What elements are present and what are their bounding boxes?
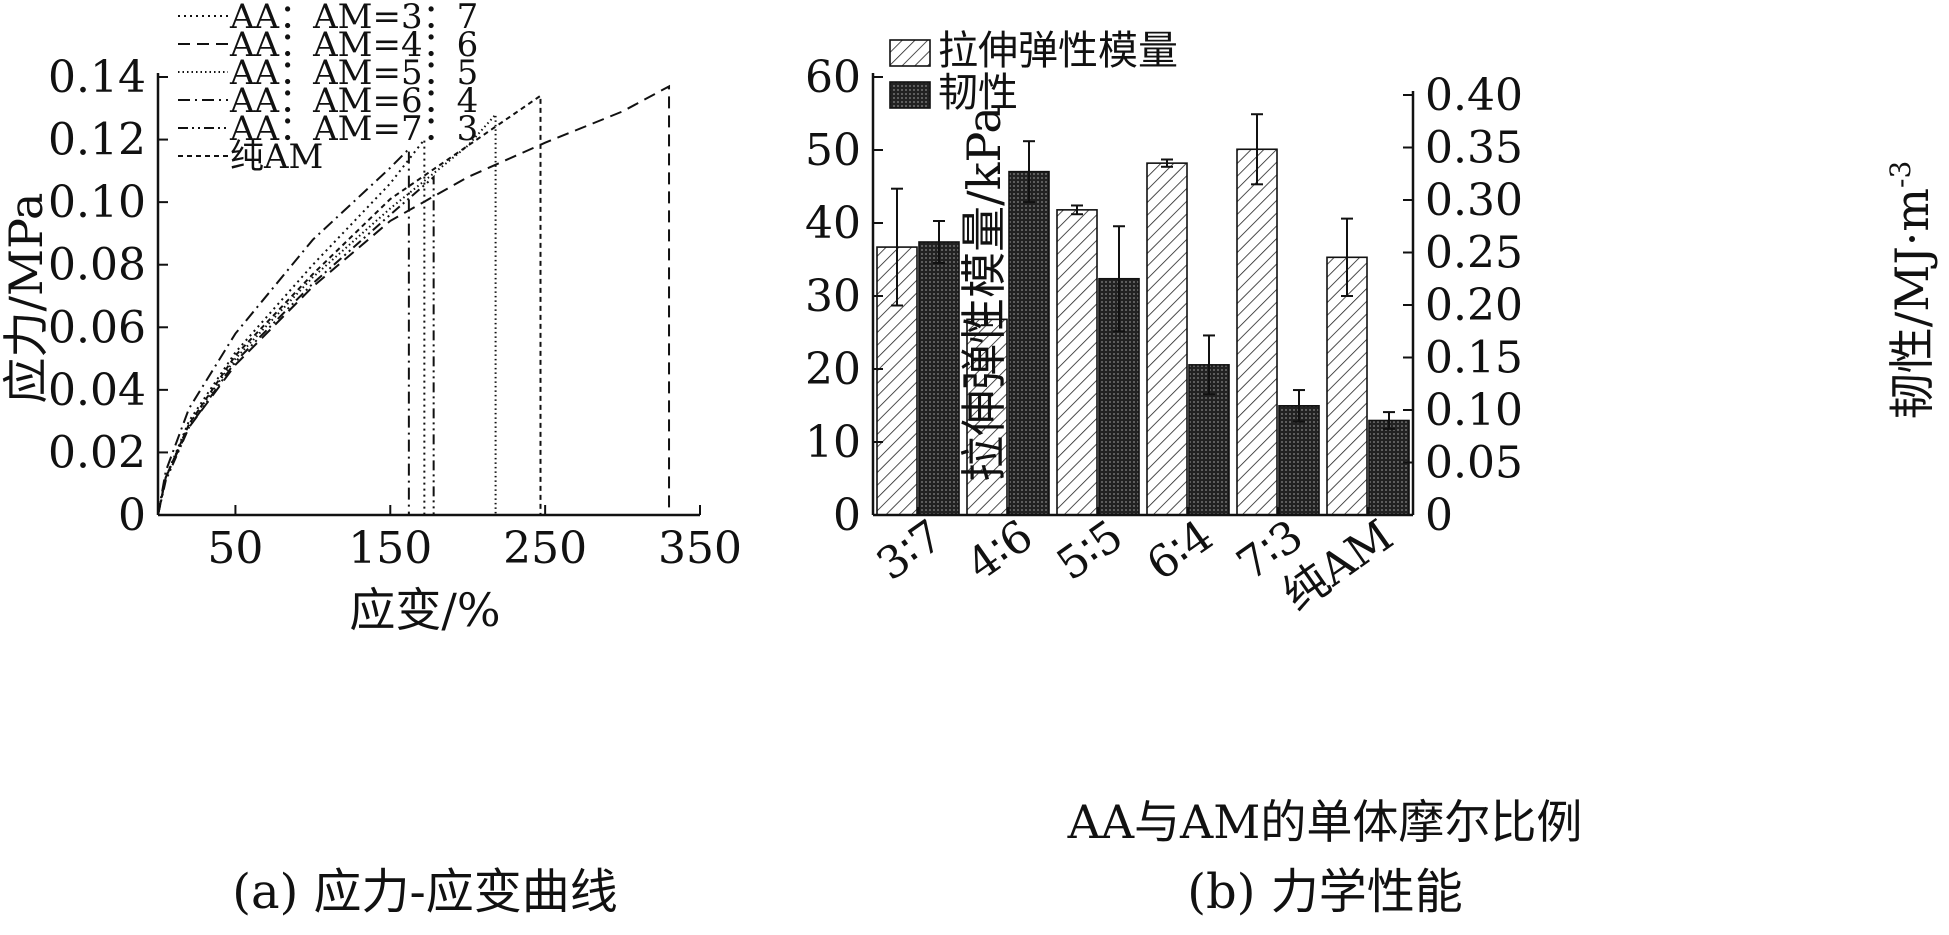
error-bars xyxy=(891,113,1395,430)
legend-label: 韧性 xyxy=(938,70,1018,116)
y-tick-label: 0.10 xyxy=(48,177,146,228)
y-tick-label: 0.04 xyxy=(48,365,146,416)
series-line xyxy=(157,174,435,516)
left-y-tick-label: 20 xyxy=(805,344,861,395)
modulus-bar xyxy=(966,318,1008,516)
x-tick-label: 4∶6 xyxy=(958,510,1043,590)
x-tick-label: 3∶7 xyxy=(868,510,953,590)
x-tick-label: 250 xyxy=(503,523,587,574)
y-tick-label: 0.06 xyxy=(48,302,146,353)
legend-label: AA：AM=5：5 xyxy=(229,53,478,93)
series-line xyxy=(157,146,410,516)
series-lines xyxy=(157,84,671,516)
modulus-bar xyxy=(1146,162,1188,516)
series-line xyxy=(157,84,671,516)
series-line xyxy=(157,111,497,516)
y-axis-title: 应力/MPa xyxy=(0,193,53,404)
right-y-tick-label: 0.40 xyxy=(1425,70,1523,121)
x-axis-title: 应变/% xyxy=(349,583,500,637)
left-y-axis-title: 拉伸弹性模量/kPa xyxy=(957,106,1011,482)
x-tick-label: 150 xyxy=(348,523,432,574)
modulus-bar xyxy=(1236,148,1278,516)
left-y-tick-label: 30 xyxy=(805,271,861,322)
left-y-tick-label: 0 xyxy=(833,490,861,541)
right-y-tick-label: 0 xyxy=(1425,490,1453,541)
x-tick-label: 350 xyxy=(658,523,742,574)
caption-b: (b) 力学性能 xyxy=(1187,864,1462,920)
right-y-axis-title-exponent: -3 xyxy=(1884,161,1917,188)
y-ticks: 0 0.02 0.04 0.06 0.08 0.10 0.12 0.14 xyxy=(48,52,168,541)
left-y-tick-label: 50 xyxy=(805,125,861,176)
right-y-tick-label: 0.10 xyxy=(1425,385,1523,436)
series-line xyxy=(157,136,426,516)
x-tick-label: 50 xyxy=(207,523,263,574)
legend-label: AA：AM=6：4 xyxy=(229,81,478,121)
toughness-bar xyxy=(1008,170,1050,516)
right-y-tick-label: 0.30 xyxy=(1425,175,1523,226)
y-tick-label: 0.08 xyxy=(48,240,146,291)
stress-strain-chart: 0 0.02 0.04 0.06 0.08 0.10 0.12 0.14 50 150 250 35… xyxy=(0,0,742,920)
y-tick-label: 0.12 xyxy=(48,115,146,166)
modulus-bar xyxy=(1056,209,1098,516)
legend-label: AA：AM=3：7 xyxy=(229,0,478,37)
right-y-tick-label: 0.15 xyxy=(1425,333,1523,384)
caption-a: (a) 应力-应变曲线 xyxy=(232,864,618,920)
y-tick-label: 0.14 xyxy=(48,52,146,103)
right-y-tick-label: 0.35 xyxy=(1425,123,1523,174)
toughness-bar xyxy=(918,241,960,516)
bars xyxy=(876,148,1410,516)
right-y-tick-label: 0.05 xyxy=(1425,438,1523,489)
legend-label: AA：AM=4：6 xyxy=(229,25,478,65)
left-y-ticks: 0 10 20 30 40 50 60 xyxy=(805,52,883,541)
x-ticks: 50 150 250 350 xyxy=(207,505,742,574)
y-tick-label: 0.02 xyxy=(48,427,146,478)
toughness-bar xyxy=(1368,419,1410,516)
right-y-tick-label: 0.20 xyxy=(1425,280,1523,331)
legend-swatch xyxy=(889,81,931,109)
x-axis-title: AA与AM的单体摩尔比例 xyxy=(1067,795,1583,849)
x-tick-label: 6∶4 xyxy=(1138,510,1223,590)
right-y-ticks: 00.050.100.150.200.250.300.350.40 xyxy=(1403,70,1523,541)
left-y-tick-label: 60 xyxy=(805,52,861,103)
y-tick-label: 0 xyxy=(118,490,146,541)
x-tick-label: 5∶5 xyxy=(1048,510,1133,590)
right-y-tick-label: 0.25 xyxy=(1425,228,1523,279)
legend-label: 拉伸弹性模量 xyxy=(938,28,1178,74)
legend-swatch xyxy=(889,39,931,67)
left-y-tick-label: 10 xyxy=(805,417,861,468)
legend-label: AA：AM=7：3 xyxy=(229,109,478,149)
right-y-axis-title-main: 韧性/MJ·m xyxy=(1885,188,1939,419)
modulus-bar xyxy=(1326,256,1368,516)
left-y-tick-label: 40 xyxy=(805,198,861,249)
legend-label: 纯AM xyxy=(230,137,323,177)
toughness-bar xyxy=(1278,404,1320,516)
legend: AA：AM=3：7AA：AM=4：6AA：AM=5：5AA：AM=6：4AA：A… xyxy=(178,0,478,177)
right-y-axis-title: 韧性/MJ·m-3 xyxy=(1884,161,1939,420)
series-line xyxy=(157,93,542,516)
